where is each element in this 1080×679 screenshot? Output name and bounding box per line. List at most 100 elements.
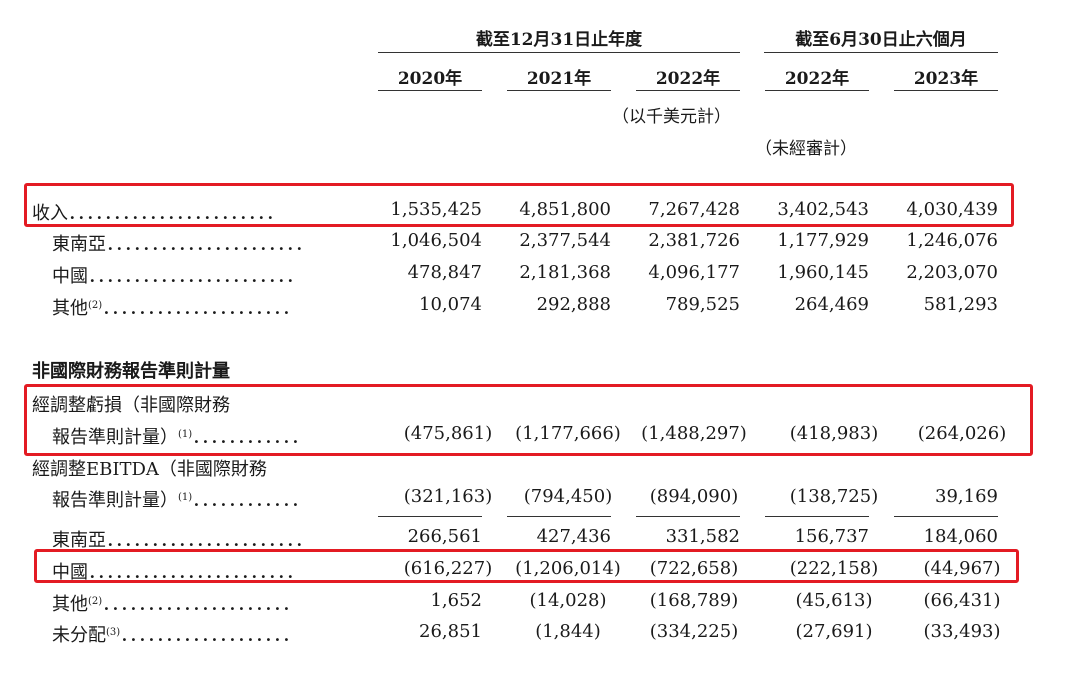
row-label-adj-ebitda-line2: 報告準則計量）(1)．．．．．．．．．．．． (52, 486, 309, 512)
row-label-rev-sea: 東南亞．．．．．．．．．．．．．．．．．．．．．． (52, 230, 313, 256)
revenue-2020: 1,535,425 (390, 199, 482, 220)
rev-sea-2023-h1: 1,246,076 (906, 230, 998, 251)
adj-loss-2022: (1,488,297) (641, 423, 747, 444)
highlight-box-revenue (24, 183, 1014, 227)
header-group-rule-1 (378, 52, 740, 53)
ebitda-rule-4 (765, 516, 869, 517)
ebitda-other-2022: (168,789) (649, 590, 739, 611)
label-text: 其他 (52, 594, 88, 615)
section-title-non-ifrs: 非國際財務報告準則計量 (32, 361, 230, 382)
leader-dots: ．．．．．．．．．．．．．．．．．．．．． (102, 298, 301, 319)
highlight-box-ebitda-china (34, 549, 1019, 583)
label-text: 收入 (32, 203, 68, 224)
ebitda-sea-2023-h1: 184,060 (923, 526, 998, 547)
row-label-ebitda-china: 中國．．．．．．．．．．．．．．．．．．．．．．． (52, 558, 304, 584)
ebitda-unalloc-2022-h1: (27,691) (795, 621, 873, 642)
row-label-adj-loss-line1: 經調整虧損（非國際財務 (32, 395, 230, 416)
ebitda-other-2023-h1: (66,431) (923, 590, 1001, 611)
adj-ebitda-2022: (894,090) (649, 486, 739, 507)
ebitda-sea-2020: 266,561 (407, 526, 482, 547)
unaudited-note: （未經審計） (755, 139, 857, 159)
ebitda-sea-2022: 331,582 (665, 526, 740, 547)
row-label-ebitda-sea: 東南亞．．．．．．．．．．．．．．．．．．．．．． (52, 526, 313, 552)
rev-sea-2021: 2,377,544 (519, 230, 611, 251)
row-label-adj-ebitda-line1: 經調整EBITDA（非國際財務 (32, 459, 267, 480)
adj-ebitda-2023-h1: 39,169 (935, 486, 998, 507)
revenue-2021: 4,851,800 (519, 199, 611, 220)
rev-china-2022: 4,096,177 (648, 262, 740, 283)
rev-other-2022: 789,525 (665, 294, 740, 315)
label-text: 未分配 (52, 625, 106, 646)
ebitda-china-2023-h1: (44,967) (923, 558, 1001, 579)
year-header-2021: 2021年 (526, 69, 592, 89)
adj-loss-2023-h1: (264,026) (917, 423, 1007, 444)
rev-other-2022-h1: 264,469 (794, 294, 869, 315)
footnote-marker: (2) (88, 300, 103, 311)
year-header-2023-h1: 2023年 (913, 69, 979, 89)
leader-dots: ．．．．．．．．．．．．．．．．．．．．．．． (68, 203, 284, 224)
ebitda-unalloc-2023-h1: (33,493) (923, 621, 1001, 642)
adj-loss-2022-h1: (418,983) (789, 423, 879, 444)
leader-dots: ．．．．．．．．．．．． (192, 490, 310, 511)
unit-note: （以千美元計） (612, 107, 731, 127)
rev-other-2023-h1: 581,293 (923, 294, 998, 315)
label-text: 報告準則計量） (52, 490, 178, 511)
year-rule-4 (765, 90, 869, 91)
year-header-2020: 2020年 (397, 69, 463, 89)
label-text: 東南亞 (52, 530, 106, 551)
leader-dots: ．．．．．．．．．．．．．．．．．．．．． (102, 594, 301, 615)
label-text: 中國 (52, 266, 88, 287)
rev-china-2020: 478,847 (407, 262, 482, 283)
ebitda-china-2020: (616,227) (403, 558, 493, 579)
footnote-marker: (2) (88, 596, 103, 607)
rev-sea-2022-h1: 1,177,929 (777, 230, 869, 251)
adj-loss-2020: (475,861) (403, 423, 493, 444)
leader-dots: ．．．．．．．．．．．．．．．．．．．．．．． (88, 562, 304, 583)
row-label-revenue: 收入．．．．．．．．．．．．．．．．．．．．．．． (32, 199, 284, 225)
leader-dots: ．．．．．．．．．．．．．．．．．．． (120, 625, 301, 646)
rev-sea-2020: 1,046,504 (390, 230, 482, 251)
ebitda-unalloc-2020: 26,851 (419, 621, 482, 642)
adj-loss-2021: (1,177,666) (515, 423, 621, 444)
ebitda-unalloc-2021: (1,844) (535, 621, 601, 642)
row-label-ebitda-unallocated: 未分配(3)．．．．．．．．．．．．．．．．．．． (52, 621, 300, 647)
label-text: 東南亞 (52, 234, 106, 255)
highlight-box-adjusted-loss (24, 384, 1033, 456)
revenue-2022-h1: 3,402,543 (777, 199, 869, 220)
rev-china-2023-h1: 2,203,070 (906, 262, 998, 283)
row-label-rev-other: 其他(2)．．．．．．．．．．．．．．．．．．．．． (52, 294, 300, 320)
ebitda-other-2022-h1: (45,613) (795, 590, 873, 611)
ebitda-unalloc-2022: (334,225) (649, 621, 739, 642)
leader-dots: ．．．．．．．．．．．．．．．．．．．．．．． (88, 266, 304, 287)
label-text: 中國 (52, 562, 88, 583)
rev-sea-2022: 2,381,726 (648, 230, 740, 251)
header-group-rule-2 (764, 52, 998, 53)
adj-ebitda-2020: (321,163) (403, 486, 493, 507)
leader-dots: ．．．．．．．．．．．． (192, 427, 310, 448)
header-group-full-year: 截至12月31日止年度 (475, 30, 643, 50)
year-rule-2 (507, 90, 611, 91)
label-text: 報告準則計量） (52, 427, 178, 448)
row-label-rev-china: 中國．．．．．．．．．．．．．．．．．．．．．．． (52, 262, 304, 288)
row-label-adj-loss-line2: 報告準則計量）(1)．．．．．．．．．．．． (52, 423, 309, 449)
ebitda-rule-5 (894, 516, 998, 517)
year-header-2022-h1: 2022年 (784, 69, 850, 89)
adj-ebitda-2022-h1: (138,725) (789, 486, 879, 507)
footnote-marker: (3) (106, 627, 121, 638)
footnote-marker: (1) (178, 492, 193, 503)
ebitda-sea-2022-h1: 156,737 (794, 526, 869, 547)
year-rule-3 (636, 90, 740, 91)
year-rule-5 (894, 90, 998, 91)
adj-ebitda-2021: (794,450) (523, 486, 613, 507)
ebitda-china-2022-h1: (222,158) (789, 558, 879, 579)
ebitda-rule-2 (507, 516, 611, 517)
row-label-ebitda-other: 其他(2)．．．．．．．．．．．．．．．．．．．．． (52, 590, 300, 616)
ebitda-other-2021: (14,028) (529, 590, 607, 611)
label-text: 其他 (52, 298, 88, 319)
leader-dots: ．．．．．．．．．．．．．．．．．．．．．． (106, 530, 313, 551)
rev-china-2022-h1: 1,960,145 (777, 262, 869, 283)
revenue-2022: 7,267,428 (648, 199, 740, 220)
ebitda-china-2022: (722,658) (649, 558, 739, 579)
rev-other-2020: 10,074 (419, 294, 482, 315)
ebitda-sea-2021: 427,436 (536, 526, 611, 547)
